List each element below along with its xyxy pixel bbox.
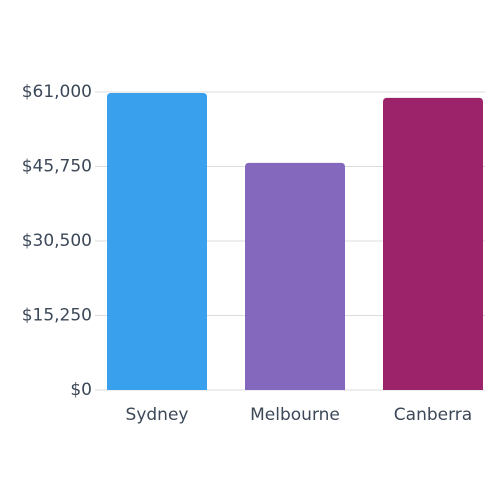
y-tick-label: $0 [70, 380, 92, 400]
x-tick-label: Melbourne [250, 405, 340, 425]
y-tick-label: $15,250 [22, 306, 92, 326]
bar [383, 97, 483, 390]
y-tick-label: $61,000 [22, 82, 92, 102]
bar [245, 162, 345, 390]
y-tick-label: $45,750 [22, 157, 92, 177]
y-tick-label: $30,500 [22, 231, 92, 251]
x-tick-label: Canberra [394, 405, 472, 425]
x-tick-label: Sydney [126, 405, 189, 425]
bar [107, 92, 207, 390]
